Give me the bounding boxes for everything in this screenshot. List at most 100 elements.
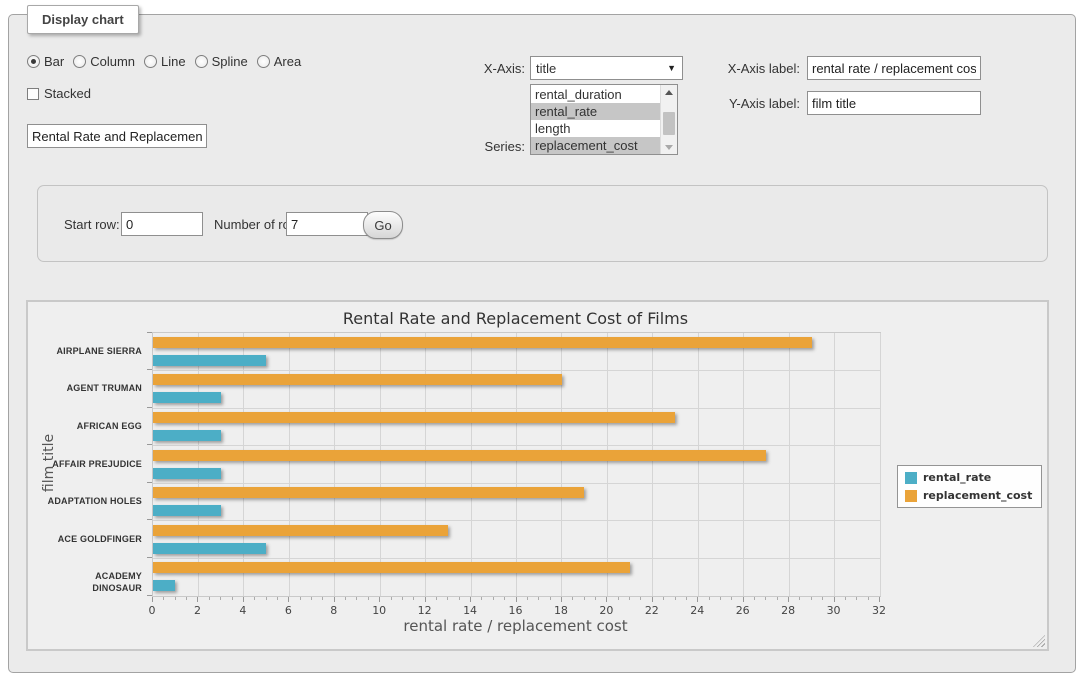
category-label: AFRICAN EGG <box>46 420 142 432</box>
category-label: ACADEMY DINOSAUR <box>46 570 142 582</box>
x-tick-label: 0 <box>139 604 165 617</box>
rows-panel: Start row: Number of rows: Go <box>37 185 1048 262</box>
legend-item-rental_rate[interactable]: rental_rate <box>905 471 1032 484</box>
chart-type-option-column[interactable]: Column <box>73 54 135 69</box>
x-tick <box>379 597 380 602</box>
x-tick-label: 18 <box>548 604 574 617</box>
radio-icon[interactable] <box>27 55 40 68</box>
chart-title-input[interactable] <box>27 124 207 148</box>
gridline <box>153 370 880 371</box>
gridline <box>425 333 426 596</box>
y-tick <box>147 369 152 370</box>
scroll-down-icon[interactable] <box>661 140 677 154</box>
x-minor-tick <box>447 597 448 600</box>
x-minor-tick <box>618 597 619 600</box>
x-minor-tick <box>266 597 267 600</box>
gridline <box>789 333 790 596</box>
x-minor-tick <box>754 597 755 600</box>
gridline <box>380 333 381 596</box>
series-option-rental_rate[interactable]: rental_rate <box>531 103 660 120</box>
x-tick-label: 8 <box>321 604 347 617</box>
category-label: ACE GOLDFINGER <box>46 533 142 545</box>
series-scrollbar[interactable] <box>660 85 677 154</box>
bar-rental_rate <box>153 355 266 366</box>
category-label: AGENT TRUMAN <box>46 382 142 394</box>
y-tick <box>147 557 152 558</box>
chart-container: Rental Rate and Replacement Cost of Film… <box>26 300 1049 651</box>
chart-type-option-line[interactable]: Line <box>144 54 186 69</box>
gridline <box>834 333 835 596</box>
scroll-up-icon[interactable] <box>661 85 677 99</box>
x-tick <box>879 597 880 602</box>
series-options: rental_durationrental_ratelengthreplacem… <box>531 85 660 154</box>
stacked-label: Stacked <box>44 86 91 101</box>
chart-type-option-spline[interactable]: Spline <box>195 54 248 69</box>
legend-swatch <box>905 490 917 502</box>
bar-rental_rate <box>153 430 221 441</box>
series-option-replacement_cost[interactable]: replacement_cost <box>531 137 660 154</box>
x-minor-tick <box>356 597 357 600</box>
x-tick <box>652 597 653 602</box>
x-minor-tick <box>345 597 346 600</box>
gridline <box>561 333 562 596</box>
bar-replacement_cost <box>153 374 562 385</box>
radio-icon[interactable] <box>195 55 208 68</box>
x-minor-tick <box>709 597 710 600</box>
series-option-length[interactable]: length <box>531 120 660 137</box>
plot-area <box>152 332 881 597</box>
chart-type-option-bar[interactable]: Bar <box>27 54 64 69</box>
chevron-down-icon: ▼ <box>667 63 682 73</box>
x-minor-tick <box>856 597 857 600</box>
x-tick-label: 24 <box>684 604 710 617</box>
gridline <box>153 558 880 559</box>
legend-label: rental_rate <box>923 471 991 484</box>
x-minor-tick <box>777 597 778 600</box>
x-tick <box>834 597 835 602</box>
x-tick-label: 4 <box>230 604 256 617</box>
radio-icon[interactable] <box>73 55 86 68</box>
x-axis-select-label: X-Axis: <box>455 61 525 76</box>
resize-grip-icon[interactable] <box>1033 635 1045 647</box>
y-tick <box>147 482 152 483</box>
x-tick <box>197 597 198 602</box>
radio-icon[interactable] <box>144 55 157 68</box>
x-minor-tick <box>584 597 585 600</box>
bar-rental_rate <box>153 505 221 516</box>
radio-icon[interactable] <box>257 55 270 68</box>
x-minor-tick <box>675 597 676 600</box>
scrollbar-thumb[interactable] <box>663 112 675 135</box>
x-tick-label: 16 <box>503 604 529 617</box>
series-multiselect[interactable]: rental_durationrental_ratelengthreplacem… <box>530 84 678 155</box>
x-minor-tick <box>720 597 721 600</box>
gridline <box>153 520 880 521</box>
gridline <box>243 333 244 596</box>
x-minor-tick <box>765 597 766 600</box>
x-minor-tick <box>481 597 482 600</box>
x-tick <box>561 597 562 602</box>
x-minor-tick <box>209 597 210 600</box>
x-minor-tick <box>391 597 392 600</box>
x-tick <box>697 597 698 602</box>
x-minor-tick <box>663 597 664 600</box>
gridline <box>153 408 880 409</box>
x-minor-tick <box>368 597 369 600</box>
chart-type-option-area[interactable]: Area <box>257 54 301 69</box>
legend-item-replacement_cost[interactable]: replacement_cost <box>905 489 1032 502</box>
number-of-rows-input[interactable] <box>286 212 368 236</box>
go-button[interactable]: Go <box>363 211 403 239</box>
y-axis-label-input[interactable] <box>807 91 981 115</box>
x-axis-label-input[interactable] <box>807 56 981 80</box>
chart-type-label: Spline <box>212 54 248 69</box>
x-minor-tick <box>413 597 414 600</box>
x-tick <box>243 597 244 602</box>
gridline <box>334 333 335 596</box>
x-tick-label: 6 <box>275 604 301 617</box>
x-minor-tick <box>163 597 164 600</box>
x-tick-label: 20 <box>593 604 619 617</box>
start-row-input[interactable] <box>121 212 203 236</box>
series-option-rental_duration[interactable]: rental_duration <box>531 86 660 103</box>
stacked-option[interactable]: Stacked <box>27 86 91 101</box>
x-tick-label: 32 <box>866 604 892 617</box>
stacked-checkbox[interactable] <box>27 88 39 100</box>
x-axis-select[interactable]: title ▼ <box>530 56 683 80</box>
